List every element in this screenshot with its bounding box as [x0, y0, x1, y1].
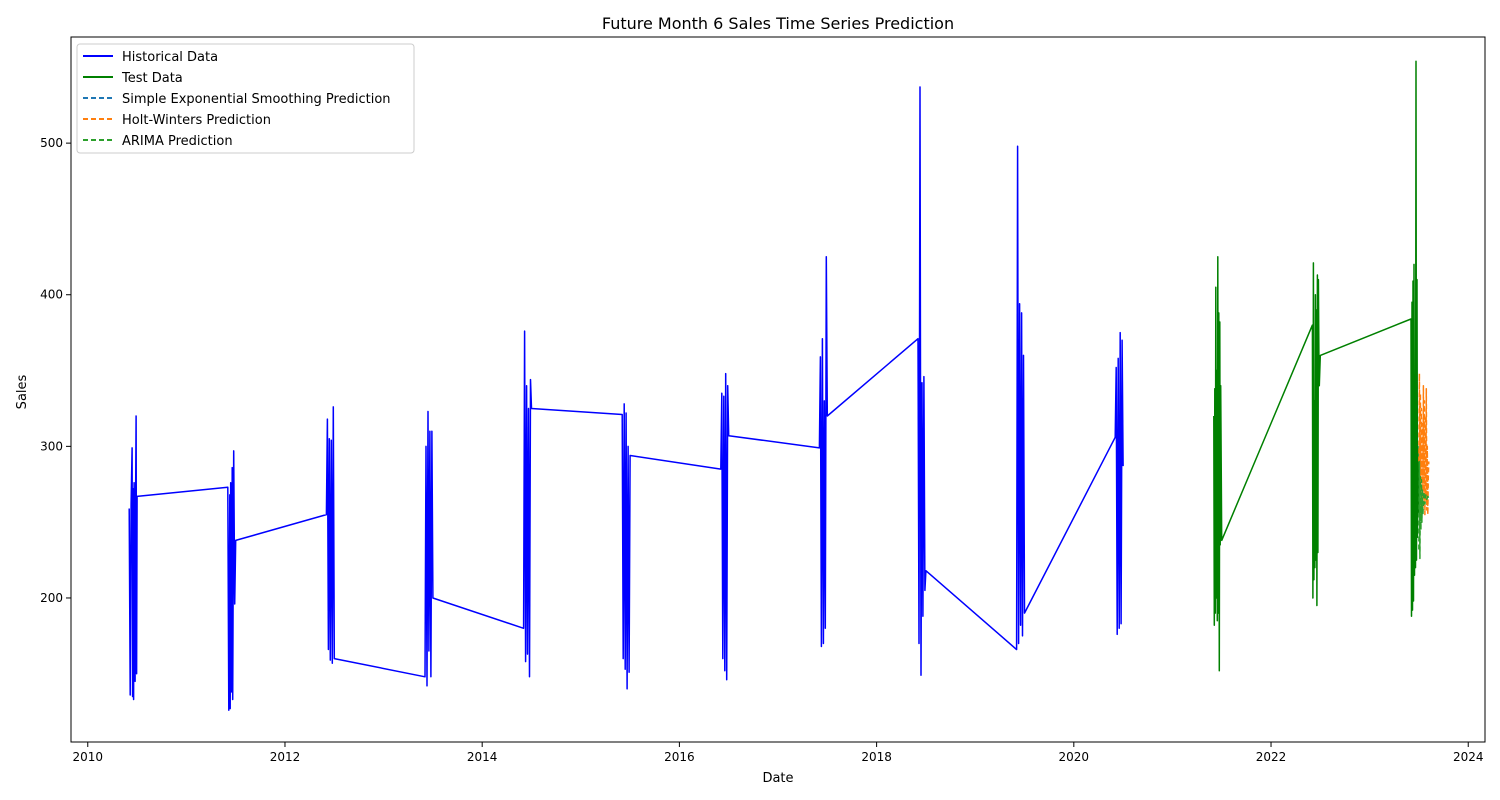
- chart-title: Future Month 6 Sales Time Series Predict…: [602, 14, 954, 33]
- y-tick-label: 200: [40, 591, 63, 605]
- legend-label: ARIMA Prediction: [122, 134, 233, 149]
- ticks-layer: 2010 2012 2014 2016 2018 2020 2022 2024 200 300 40…: [40, 136, 1483, 764]
- x-tick-label: 2024: [1453, 750, 1484, 764]
- x-tick-label: 2014: [467, 750, 498, 764]
- legend-label: Historical Data: [122, 50, 218, 65]
- legend: Historical Data Test Data Simple Exponenti…: [76, 43, 415, 154]
- series-line-4: [1418, 460, 1430, 560]
- series-layer: [128, 60, 1430, 711]
- legend-label: Simple Exponential Smoothing Prediction: [122, 92, 391, 107]
- series-line-1: [1213, 60, 1420, 672]
- y-axis-title: Sales: [15, 374, 30, 409]
- plot-frame: [70, 36, 1486, 743]
- x-tick-label: 2018: [861, 750, 892, 764]
- x-tick-label: 2012: [270, 750, 301, 764]
- x-tick-label: 2016: [664, 750, 695, 764]
- y-tick-label: 400: [40, 288, 63, 302]
- legend-label: Test Data: [121, 71, 183, 86]
- y-tick-label: 300: [40, 439, 63, 453]
- series-line-0: [128, 86, 1124, 711]
- legend-label: Holt-Winters Prediction: [122, 113, 271, 128]
- x-tick-label: 2010: [72, 750, 103, 764]
- x-tick-label: 2020: [1059, 750, 1090, 764]
- x-tick-label: 2022: [1256, 750, 1287, 764]
- legend-box: [76, 43, 415, 154]
- x-axis-title: Date: [762, 771, 793, 786]
- y-tick-label: 500: [40, 136, 63, 150]
